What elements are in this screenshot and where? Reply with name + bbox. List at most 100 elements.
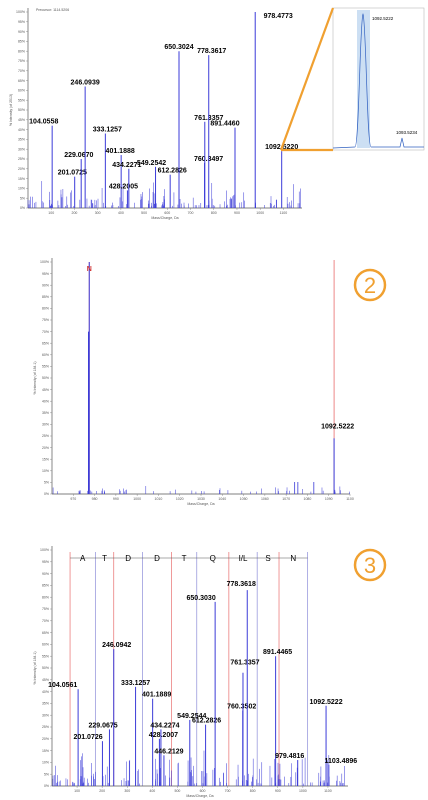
x-tick-label: 200 [99,789,105,793]
sequence-residue: D [125,554,131,563]
x-axis-title: Mass/Charge, Da [186,794,213,798]
spectrum-panel-1: 0% 5% 10% 15% 20% 25% 30% 35% 40% 45% 50% 55% 60% 65%… [0,0,428,235]
y-tick-label: 50% [42,666,49,670]
y-tick-label: 100% [40,548,49,552]
peak-label: 333.1257 [121,680,150,687]
y-tick-label: 65% [18,79,25,83]
y-tick-label: 70% [42,619,49,623]
y-tick-label: 60% [18,89,25,93]
x-tick-label: 900 [275,789,281,793]
x-tick-label: 300 [95,211,101,215]
y-tick-label: 80% [42,307,49,311]
sequence-residue: N [290,554,296,563]
y-tick-label: 25% [18,157,25,161]
y-tick-label: 40% [42,690,49,694]
peak-label: 1103.4896 [324,758,357,765]
y-tick-label: 5% [20,196,25,200]
x-tick-label: 400 [118,211,124,215]
y-tick-label: 35% [42,411,49,415]
x-tick-label: 100 [48,211,54,215]
sequence-residue: Q [210,554,216,563]
y-tick-label: 75% [42,607,49,611]
peak-label: 760.3502 [227,703,256,710]
y-tick-label: 15% [42,457,49,461]
y-tick-label: 45% [18,118,25,122]
y-tick-label: 90% [18,30,25,34]
x-tick-label: 990 [113,497,119,501]
y-tick-label: 70% [42,330,49,334]
inset-frame [332,7,425,151]
peak-label: 979.4816 [275,753,304,760]
peak-label: 891.4465 [263,649,292,656]
peak-label: 104.0558 [29,119,58,126]
y-tick-label: 40% [42,399,49,403]
y-tick-label: 20% [42,737,49,741]
x-tick-label: 100 [74,789,80,793]
x-tick-label: 1000 [133,497,141,501]
peak-label: 1092.5222 [310,699,343,706]
y-tick-label: 45% [42,678,49,682]
y-axis-title: % Intensity (of 184.1) [33,651,37,684]
peak-label: 446.2129 [154,748,183,755]
badge-number: 3 [364,553,376,578]
badge-number: 2 [364,273,376,298]
inset-trace [332,13,424,149]
y-tick-label: 100% [40,260,49,264]
peak-label: 612.2826 [192,718,221,725]
peak-label: 434.2274 [150,722,179,729]
x-tick-label: 1030 [197,497,205,501]
x-tick-label: 970 [70,497,76,501]
peak-label: 229.0675 [88,722,117,729]
x-tick-label: 200 [72,211,78,215]
peak-label: 549.2542 [137,160,166,167]
y-tick-label: 55% [42,654,49,658]
x-tick-label: 800 [250,789,256,793]
y-tick-label: 10% [42,469,49,473]
x-tick-label: 700 [225,789,231,793]
y-tick-label: 100% [16,10,25,14]
peak-label: 428.2007 [149,732,178,739]
y-tick-label: 35% [42,702,49,706]
y-axis-title: % Intensity (of 2513) [9,94,13,126]
y-tick-label: 10% [18,187,25,191]
y-tick-label: 60% [42,643,49,647]
peak-label: 778.3618 [227,581,256,588]
x-axis-title: Mass/Charge, Da [151,216,178,220]
y-tick-label: 5% [44,772,49,776]
peak-label: 201.0726 [73,734,102,741]
x-tick-label: 400 [149,789,155,793]
y-tick-label: 5% [44,481,49,485]
y-tick-label: 85% [18,40,25,44]
x-tick-label: 1100 [346,497,354,501]
sequence-residue: I/L [239,554,248,563]
x-tick-label: 1000 [299,789,307,793]
x-tick-label: 1100 [280,211,288,215]
y-tick-label: 55% [42,365,49,369]
y-tick-label: 90% [42,572,49,576]
x-tick-label: 1050 [240,497,248,501]
x-tick-label: 1080 [304,497,312,501]
y-tick-label: 55% [18,98,25,102]
y-tick-label: 95% [42,272,49,276]
y-tick-label: 50% [42,376,49,380]
x-tick-label: 800 [211,211,217,215]
peak-label: 778.3617 [197,48,226,55]
peak-label: 434.2271 [112,162,141,169]
peak-label: 978.4773 [264,13,293,20]
y-tick-label: 25% [42,725,49,729]
sequence-residue: T [102,554,107,563]
x-tick-label: 500 [141,211,147,215]
peak-label: 201.0725 [58,170,87,177]
peak-label: 333.1257 [93,127,122,134]
spectrum-chart-1: 0% 5% 10% 15% 20% 25% 30% 35% 40% 45% 50% 55% 60% 65%… [9,7,425,220]
spectrum-chart-3: 0% 5% 10% 15% 20% 25% 30% 35% 40% 45% 50% 55% 60% 65%… [33,546,387,798]
y-tick-label: 80% [18,49,25,53]
spectrum-chart-2: 0% 5% 10% 15% 20% 25% 30% 35% 40% 45% 50% 55% 60% 65%… [33,258,387,506]
y-tick-label: 20% [18,167,25,171]
x-tick-label: 900 [234,211,240,215]
y-tick-label: 70% [18,69,25,73]
x-tick-label: 500 [175,789,181,793]
sequence-residue: T [182,554,187,563]
peak-label: 104.0561 [48,682,77,689]
x-tick-label: 1040 [218,497,226,501]
